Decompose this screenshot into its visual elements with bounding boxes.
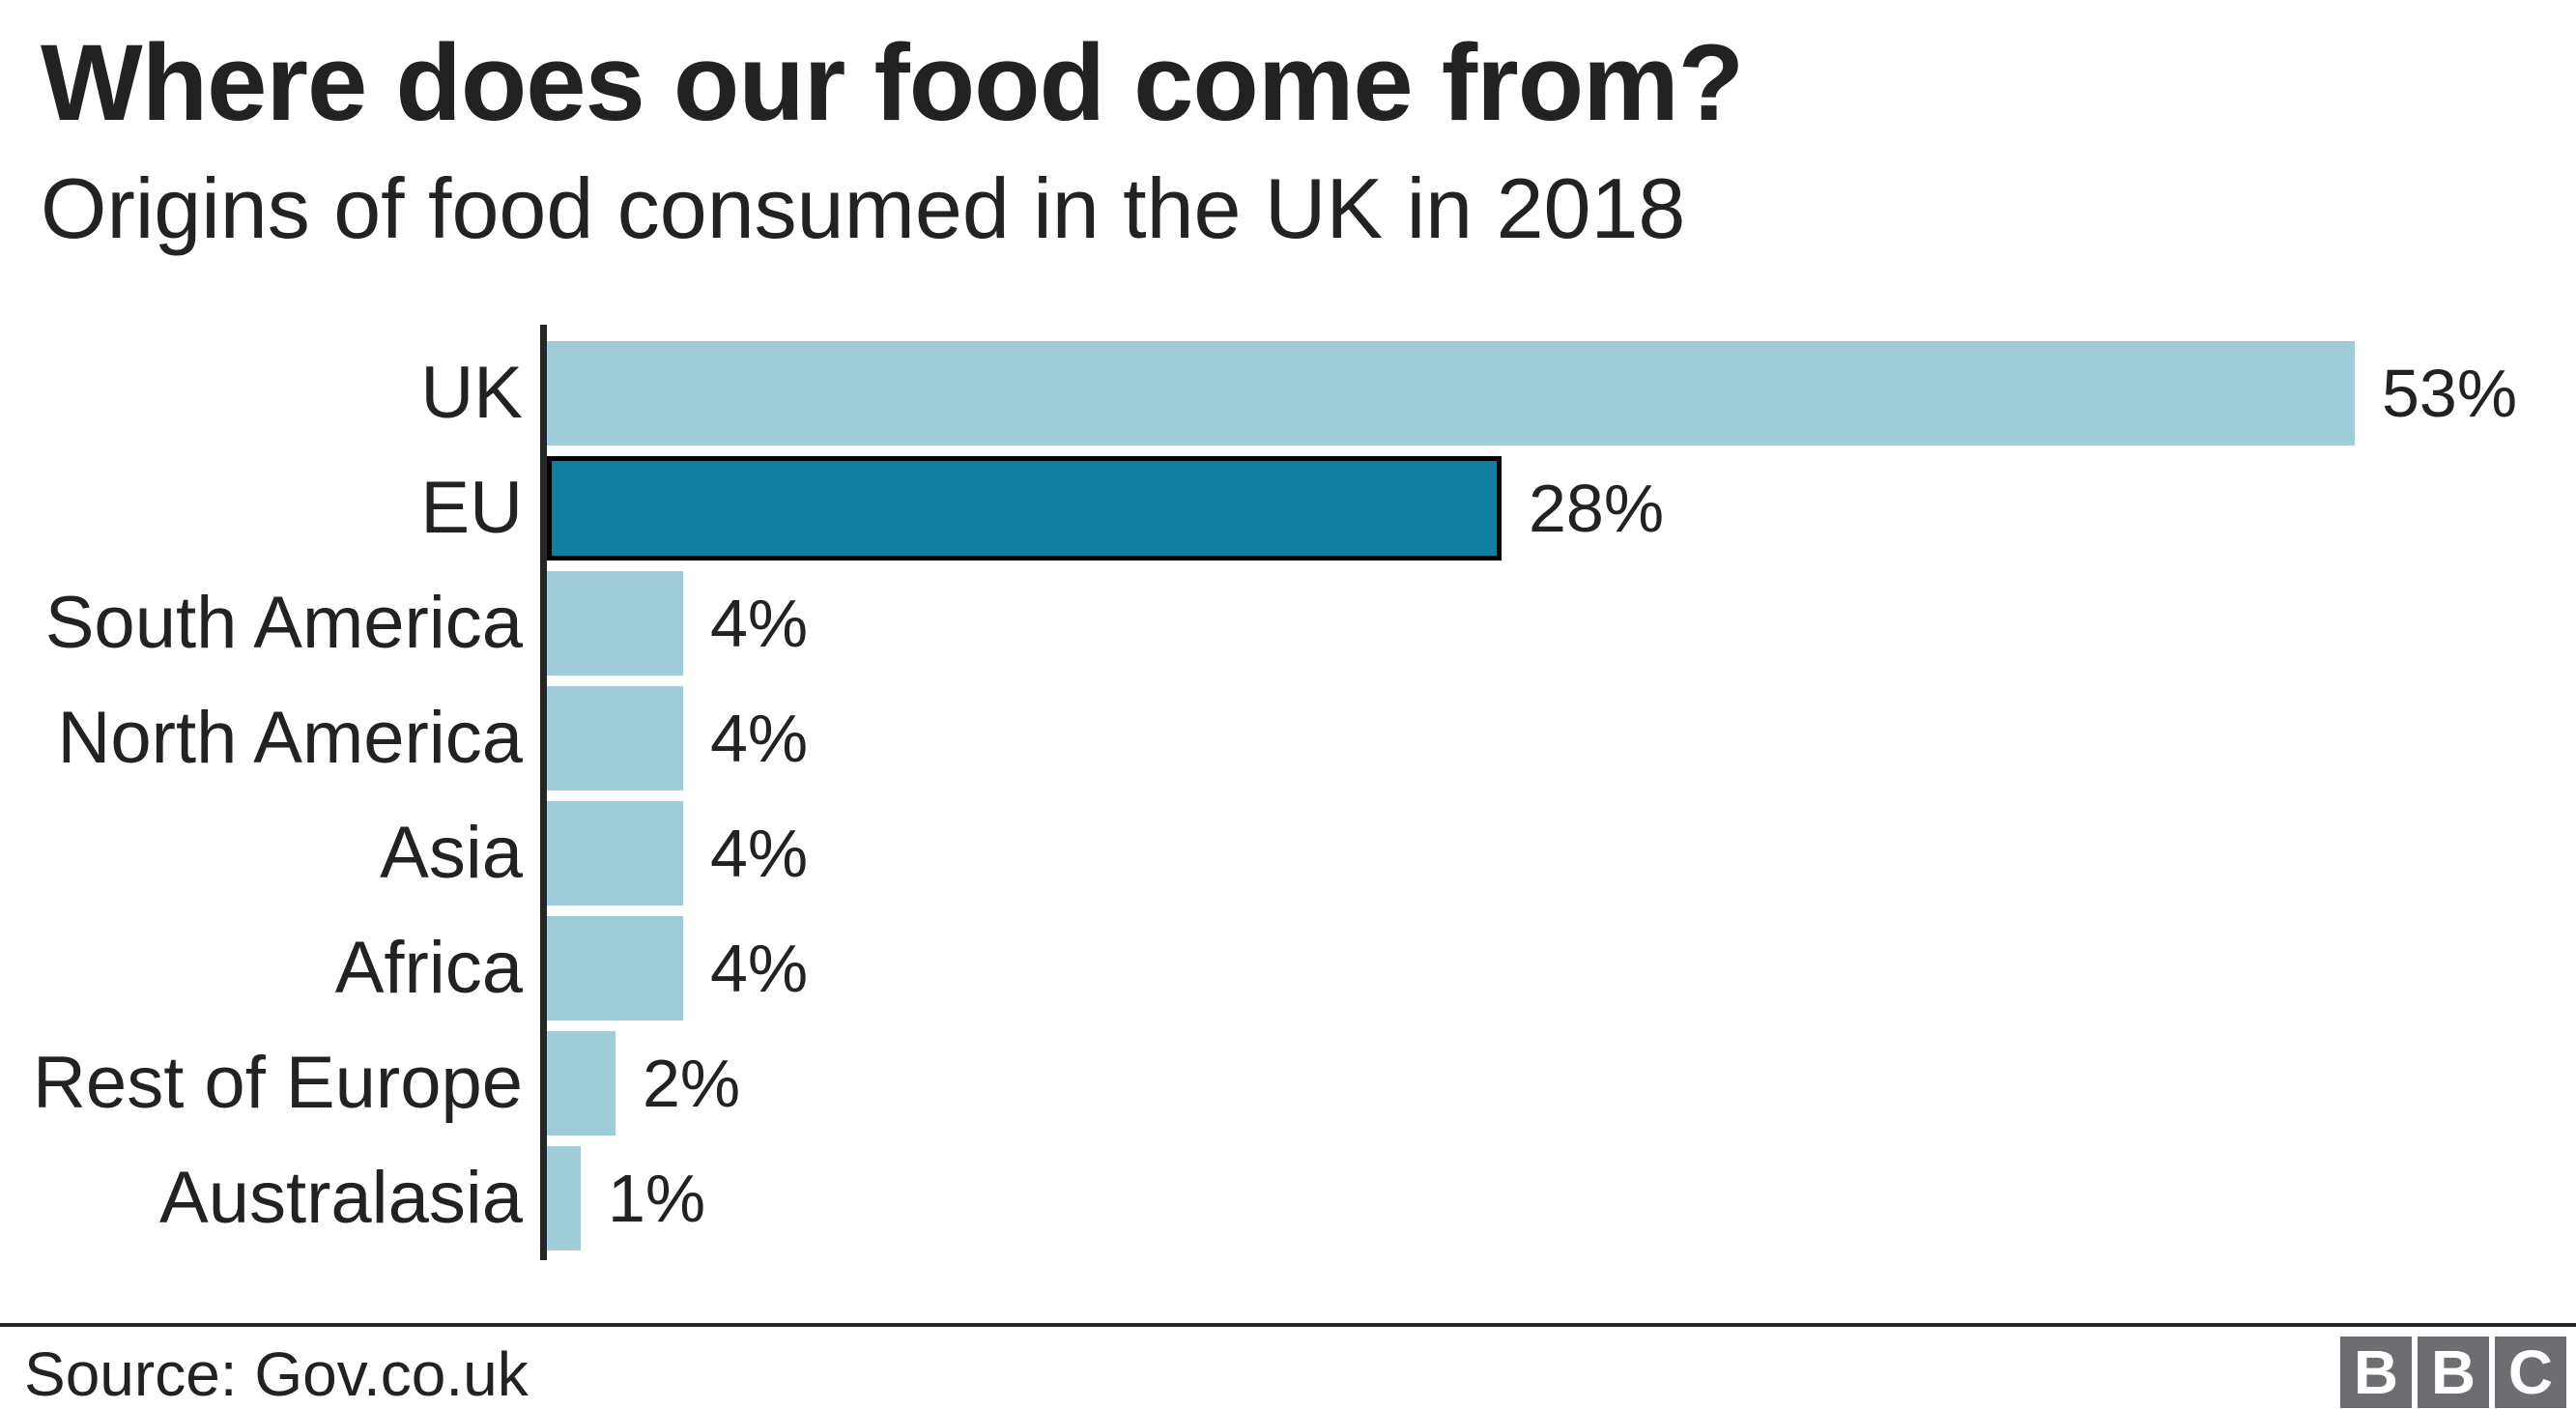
value-label: 2% bbox=[643, 1046, 741, 1121]
bar bbox=[547, 916, 683, 1021]
bar bbox=[547, 456, 1502, 561]
bar bbox=[547, 686, 683, 791]
category-label: EU bbox=[420, 467, 523, 549]
value-label: 4% bbox=[710, 816, 809, 891]
category-label: UK bbox=[420, 352, 523, 434]
bar-row: Africa 4% bbox=[0, 916, 2576, 1021]
value-label: 1% bbox=[608, 1161, 706, 1236]
bar-row: EU 28% bbox=[0, 456, 2576, 561]
category-label: South America bbox=[44, 582, 523, 664]
category-label: Rest of Europe bbox=[33, 1042, 523, 1124]
category-label: North America bbox=[57, 697, 524, 779]
value-label: 4% bbox=[710, 586, 809, 661]
bar bbox=[547, 341, 2355, 446]
bar-row: Asia 4% bbox=[0, 801, 2576, 906]
bbc-logo-letter: C bbox=[2495, 1337, 2566, 1408]
value-label: 4% bbox=[710, 701, 809, 776]
bar-row: Rest of Europe 2% bbox=[0, 1031, 2576, 1136]
bbc-logo-letter: B bbox=[2340, 1337, 2412, 1408]
chart-subtitle: Origins of food consumed in the UK in 20… bbox=[41, 160, 1686, 256]
bar bbox=[547, 1146, 581, 1251]
bbc-logo-letter: B bbox=[2418, 1337, 2489, 1408]
bar bbox=[547, 1031, 615, 1136]
value-label: 4% bbox=[710, 931, 809, 1006]
bar-row: South America 4% bbox=[0, 571, 2576, 676]
value-label: 28% bbox=[1529, 471, 1665, 546]
bar bbox=[547, 571, 683, 676]
bbc-logo: B B C bbox=[2340, 1337, 2566, 1408]
category-label: Africa bbox=[334, 927, 523, 1009]
bar-row: Australasia 1% bbox=[0, 1146, 2576, 1251]
y-axis-line bbox=[540, 325, 547, 1260]
bar bbox=[547, 801, 683, 906]
bar-row: UK 53% bbox=[0, 341, 2576, 446]
category-label: Australasia bbox=[159, 1157, 523, 1239]
value-label: 53% bbox=[2382, 356, 2518, 431]
bar-row: North America 4% bbox=[0, 686, 2576, 791]
footer-divider bbox=[0, 1323, 2576, 1327]
source-text: Source: Gov.co.uk bbox=[24, 1339, 529, 1409]
chart-title: Where does our food come from? bbox=[41, 22, 1744, 143]
category-label: Asia bbox=[380, 812, 523, 894]
